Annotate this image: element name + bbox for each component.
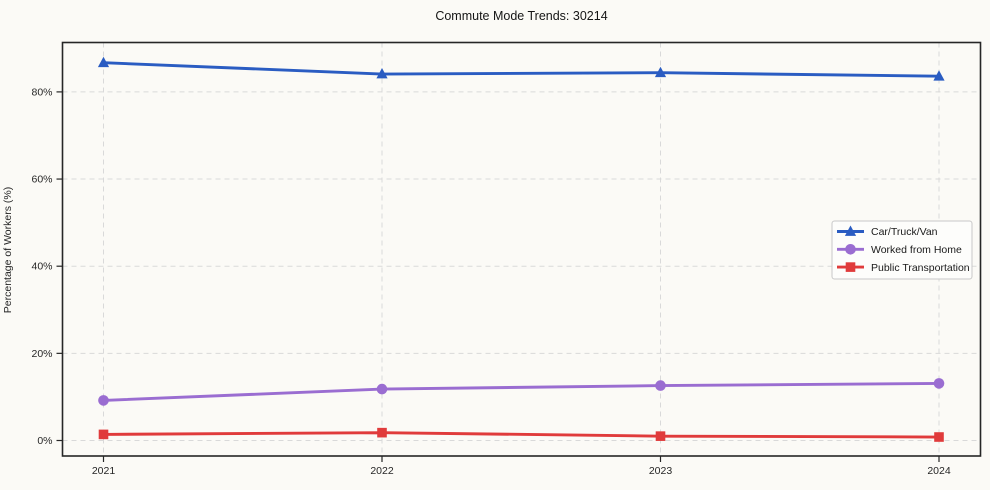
chart-title: Commute Mode Trends: 30214 [435,9,608,23]
legend-label: Car/Truck/Van [871,226,938,238]
legend-label: Public Transportation [871,262,970,274]
data-point-circle [98,395,109,406]
data-point-square [655,431,666,441]
legend-label: Worked from Home [871,244,962,256]
data-point-square [98,429,109,440]
x-tick-label: 2023 [649,465,673,477]
y-tick-label: 20% [31,348,52,360]
legend-marker-circle [845,244,856,255]
y-tick-label: 0% [37,435,52,447]
data-point-circle [655,380,666,391]
data-point-triangle [654,66,667,78]
x-tick-label: 2021 [92,465,116,477]
data-point-triangle [97,56,110,68]
data-point-circle [933,378,945,389]
y-tick-label: 60% [31,174,52,186]
series-line-car-truck-van [102,61,941,78]
data-point-square [934,432,944,442]
data-point-triangle [933,70,945,81]
data-point-triangle [376,68,388,79]
y-tick-label: 40% [31,261,52,273]
legend-marker-square [845,262,856,272]
x-tick-label: 2022 [370,465,394,477]
legend-box [831,220,973,280]
data-point-circle [376,383,388,395]
plot-border [61,41,982,457]
series-line-public-transportation [102,431,941,439]
series-line-worked-from-home [102,381,941,402]
y-tick-label: 80% [31,86,52,98]
legend-marker-triangle [844,225,857,236]
data-point-square [377,427,387,438]
x-tick-label: 2024 [927,465,951,477]
